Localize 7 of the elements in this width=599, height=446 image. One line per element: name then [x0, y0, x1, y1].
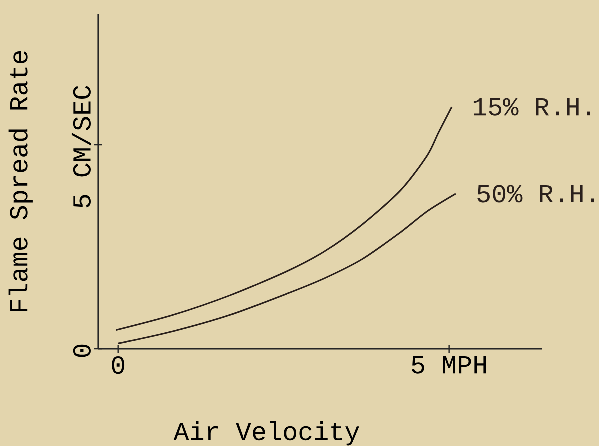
series-label: 15% R.H.	[474, 98, 590, 116]
series-label: 50% R.H.	[478, 185, 594, 203]
x-tick-label: 5 MPH	[412, 356, 486, 374]
y-tick-label: 5 CM/SEC	[72, 86, 91, 208]
x-axis-title: Air Velocity	[174, 422, 360, 446]
y-axis-title: Flame Spread Rate	[8, 51, 33, 312]
line-series	[116, 106, 453, 332]
